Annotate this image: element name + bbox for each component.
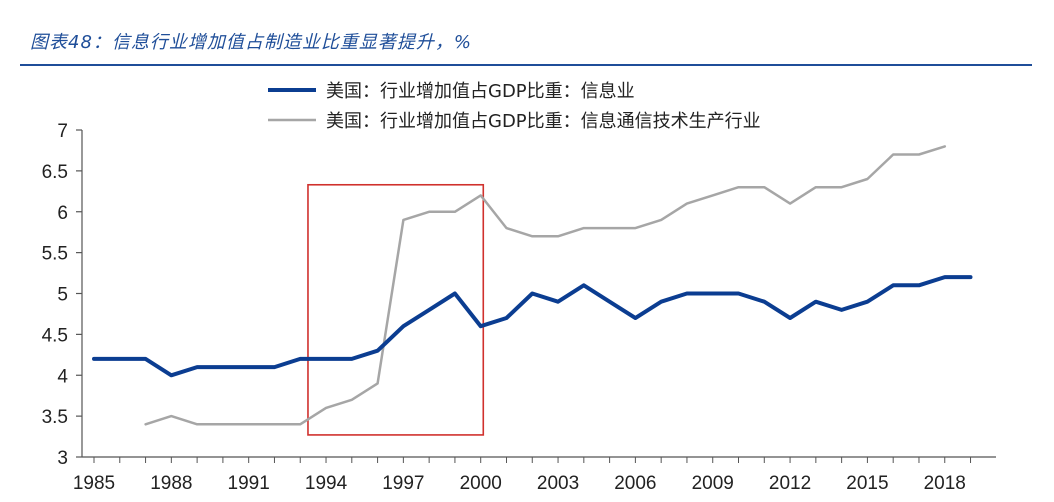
x-tick-label: 2003 [537,473,579,494]
figure-title: 图表48：信息行业增加值占制造业比重显著提升，% [30,32,473,53]
y-tick-label: 5.5 [42,244,68,265]
x-tick-label: 1994 [305,473,348,494]
highlight-box [307,183,485,436]
legend-item-series-2: 美国：行业增加值占GDP比重：信息通信技术生产行业 [268,106,761,134]
title-divider [20,64,1032,66]
y-tick-label: 3.5 [42,407,68,428]
y-tick-label: 5 [57,285,68,306]
x-tick-label: 2015 [846,473,888,494]
highlight-layer [307,183,485,436]
x-tick-label: 2000 [460,473,502,494]
x-tick-label: 1991 [228,473,270,494]
series-lines [92,145,973,426]
chart-axes [76,129,996,463]
x-tick-label: 1985 [73,473,115,494]
y-axis-labels: 3 3.5 4 4.5 5 5.5 6 6.5 7 [42,121,69,469]
x-tick-label: 1997 [382,473,424,494]
series-line-2 [144,145,947,426]
y-tick-label: 6.5 [42,162,68,183]
y-tick-label: 6 [57,203,68,224]
x-axis-labels: 1985 1988 1991 1994 1997 2000 2003 2006 2009 2012… [73,473,966,494]
legend-label-series-1: 美国：行业增加值占GDP比重：信息业 [326,81,635,102]
x-tick-label: 1988 [150,473,192,494]
chart-legend: 美国：行业增加值占GDP比重：信息业 美国：行业增加值占GDP比重：信息通信技术… [268,76,761,136]
x-tick-label: 2018 [924,473,966,494]
y-tick-label: 4 [57,366,68,387]
legend-item-series-1: 美国：行业增加值占GDP比重：信息业 [268,76,761,104]
legend-swatch-series-2 [268,118,316,122]
y-tick-label: 3 [57,448,68,469]
x-tick-label: 2009 [692,473,734,494]
x-tick-label: 2012 [769,473,811,494]
legend-label-series-2: 美国：行业增加值占GDP比重：信息通信技术生产行业 [326,111,761,132]
x-tick-label: 2006 [614,473,656,494]
y-tick-label: 4.5 [42,325,68,346]
series-line-1 [92,275,973,378]
legend-swatch-series-1 [268,88,316,92]
y-tick-label: 7 [57,121,68,142]
